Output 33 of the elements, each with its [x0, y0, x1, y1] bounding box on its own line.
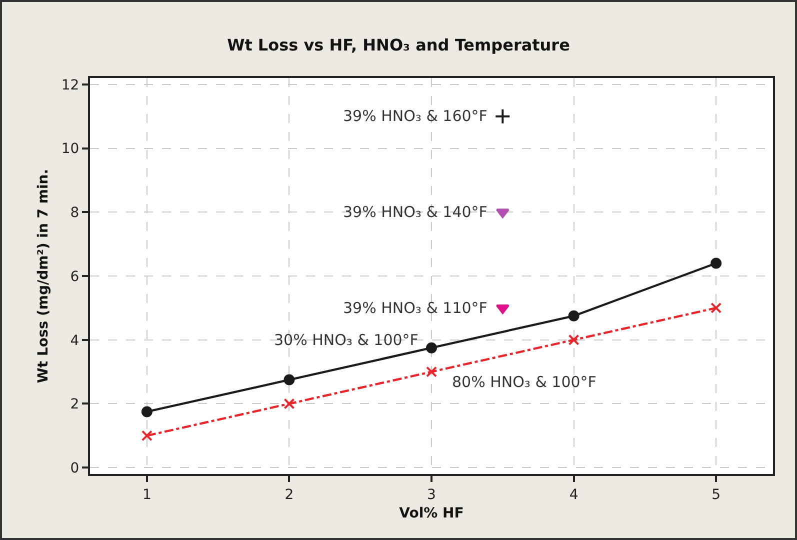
point — [568, 310, 580, 322]
point — [496, 208, 510, 218]
y-tick-label: 10 — [61, 141, 80, 158]
point — [426, 366, 437, 378]
series-label: 80% HNO₃ & 100°F — [452, 373, 596, 391]
x-axis-title: Vol% HF — [399, 506, 464, 522]
y-tick-label: 12 — [61, 77, 80, 94]
y-tick-label: 4 — [70, 332, 80, 349]
x-tick-label: 2 — [284, 486, 294, 503]
point — [710, 302, 722, 314]
y-axis-title: Wt Loss (mg/dm²) in 7 min. — [35, 168, 52, 384]
x-tick-label: 1 — [142, 486, 152, 503]
point — [284, 374, 295, 386]
x-tick-label: 3 — [427, 486, 436, 503]
point — [494, 108, 511, 124]
series-label: 39% HNO₃ & 110°F — [343, 299, 488, 317]
point — [568, 334, 580, 346]
y-tick-label: 8 — [70, 205, 80, 222]
series-label: 30% HNO₃ & 100°F — [274, 331, 418, 349]
x-tick-label: 5 — [712, 486, 721, 503]
series-label: 39% HNO₃ & 160°F — [343, 107, 488, 125]
chart-title: Wt Loss vs HF, HNO₃ and Temperature — [227, 36, 570, 55]
y-tick-label: 0 — [70, 460, 80, 477]
y-tick-label: 2 — [70, 396, 80, 413]
y-tick-label: 6 — [70, 268, 80, 285]
point — [284, 398, 295, 410]
point — [426, 342, 437, 354]
x-tick-label: 4 — [569, 486, 578, 503]
point — [141, 430, 152, 442]
point — [496, 304, 510, 314]
point — [710, 258, 722, 269]
point — [141, 406, 152, 418]
series-label: 39% HNO₃ & 140°F — [343, 203, 488, 221]
